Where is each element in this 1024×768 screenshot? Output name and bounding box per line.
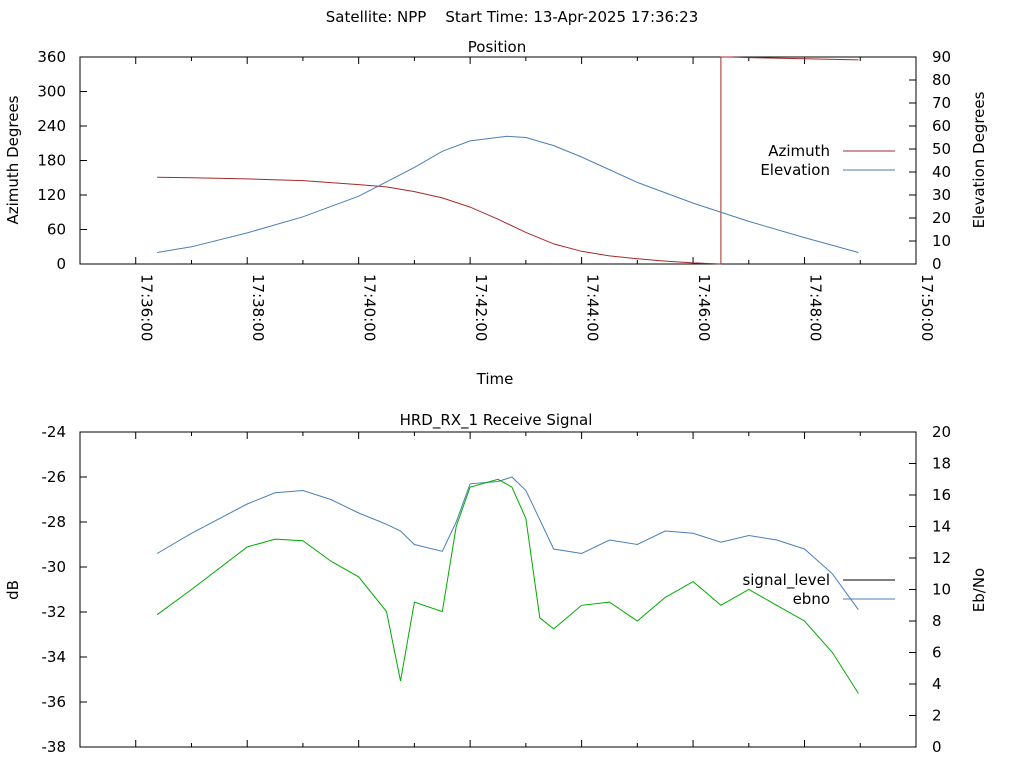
azimuth-axis-label: Azimuth Degrees bbox=[4, 95, 22, 224]
y2-tick-label: 50 bbox=[932, 140, 951, 158]
y-tick-label: -26 bbox=[42, 468, 67, 486]
position-legend: Azimuth Elevation bbox=[760, 142, 895, 179]
y2-tick-label: 6 bbox=[932, 644, 942, 662]
y-tick-label: 0 bbox=[56, 255, 66, 273]
y2-tick-label: 2 bbox=[932, 707, 942, 725]
y2-tick-label: 10 bbox=[932, 581, 951, 599]
elevation-tick-labels: 0 10 20 30 40 50 60 70 80 90 bbox=[932, 48, 951, 273]
position-chart-title: Position bbox=[468, 38, 526, 56]
page-title: Satellite: NPP Start Time: 13-Apr-2025 1… bbox=[325, 8, 699, 26]
y-tick-label: -24 bbox=[42, 423, 67, 441]
y2-tick-label: 12 bbox=[932, 549, 951, 567]
receive-signal-chart: HRD_RX_1 Receive Signal -38-36-34-32-30-… bbox=[4, 411, 988, 756]
x-tick-label: 17:48:00 bbox=[807, 274, 825, 341]
legend-label-signal-level: signal_level bbox=[742, 571, 830, 590]
y-tick-label: -36 bbox=[42, 693, 67, 711]
x-tick-label: 17:46:00 bbox=[695, 274, 713, 341]
y-tick-label: 300 bbox=[37, 83, 66, 101]
db-tick-labels: -38 -36 -34 -32 -30 -28 -26 -24 bbox=[42, 423, 67, 756]
receive-signal-chart-title: HRD_RX_1 Receive Signal bbox=[400, 411, 593, 430]
position-chart: Position 0 60 120 180 240 300 360 0 10 20 30 40 50 6… bbox=[4, 38, 988, 388]
y-tick-label: -32 bbox=[42, 603, 67, 621]
y2-tick-label: 4 bbox=[932, 675, 942, 693]
y2-tick-label: 20 bbox=[932, 209, 951, 227]
y2-tick-label: 0 bbox=[932, 255, 942, 273]
ebno-tick-labels: 0 2 4 6 8 10 12 14 16 18 20 bbox=[932, 423, 951, 756]
y2-tick-label: 0 bbox=[932, 738, 942, 756]
legend-label-elevation: Elevation bbox=[760, 161, 830, 179]
y-tick-label: -30 bbox=[42, 558, 67, 576]
y-tick-label: 180 bbox=[37, 152, 66, 170]
x-tick-label: 17:44:00 bbox=[584, 274, 602, 341]
receive-signal-legend: signal_level ebno bbox=[742, 571, 895, 608]
y2-tick-label: 14 bbox=[932, 518, 951, 536]
y2-tick-label: 40 bbox=[932, 163, 951, 181]
y-tick-label: 60 bbox=[47, 221, 66, 239]
y-tick-label: 240 bbox=[37, 117, 66, 135]
y2-tick-label: 60 bbox=[932, 117, 951, 135]
y-tick-label: 360 bbox=[37, 48, 66, 66]
y2-tick-label: 30 bbox=[932, 186, 951, 204]
receive-signal-series bbox=[156, 476, 859, 694]
legend-label-ebno: ebno bbox=[793, 590, 830, 608]
y2-tick-label: 90 bbox=[932, 48, 951, 66]
series-line-signal-level bbox=[156, 476, 859, 610]
y2-tick-label: 80 bbox=[932, 71, 951, 89]
series-line-ebno bbox=[156, 478, 859, 694]
series-line-azimuth bbox=[157, 56, 859, 265]
series-line-elevation bbox=[157, 135, 859, 253]
x-tick-label: 17:38:00 bbox=[249, 274, 267, 341]
ebno-axis-label: Eb/No bbox=[970, 568, 988, 612]
position-tick-marks bbox=[80, 56, 917, 265]
db-axis-label: dB bbox=[4, 580, 22, 600]
position-series bbox=[157, 56, 859, 265]
y-tick-label: -38 bbox=[42, 738, 67, 756]
time-tick-labels: 17:36:00 17:38:00 17:40:00 17:42:00 17:44:00… bbox=[138, 274, 936, 341]
receive-signal-tick-marks bbox=[80, 431, 917, 748]
y2-tick-label: 8 bbox=[932, 612, 942, 630]
elevation-axis-label: Elevation Degrees bbox=[970, 91, 988, 228]
y-tick-label: -34 bbox=[42, 648, 67, 666]
y2-tick-label: 20 bbox=[932, 423, 951, 441]
x-tick-label: 17:42:00 bbox=[472, 274, 490, 341]
x-tick-label: 17:40:00 bbox=[361, 274, 379, 341]
time-axis-label: Time bbox=[476, 370, 514, 388]
x-tick-label: 17:36:00 bbox=[138, 274, 156, 341]
y-tick-label: 120 bbox=[37, 186, 66, 204]
y2-tick-label: 16 bbox=[932, 486, 951, 504]
azimuth-tick-labels: 0 60 120 180 240 300 360 bbox=[37, 48, 66, 273]
x-tick-label: 17:50:00 bbox=[918, 274, 936, 341]
y2-tick-label: 18 bbox=[932, 455, 951, 473]
y2-tick-label: 10 bbox=[932, 232, 951, 250]
legend-label-azimuth: Azimuth bbox=[768, 142, 830, 160]
y-tick-label: -28 bbox=[42, 513, 67, 531]
y2-tick-label: 70 bbox=[932, 94, 951, 112]
